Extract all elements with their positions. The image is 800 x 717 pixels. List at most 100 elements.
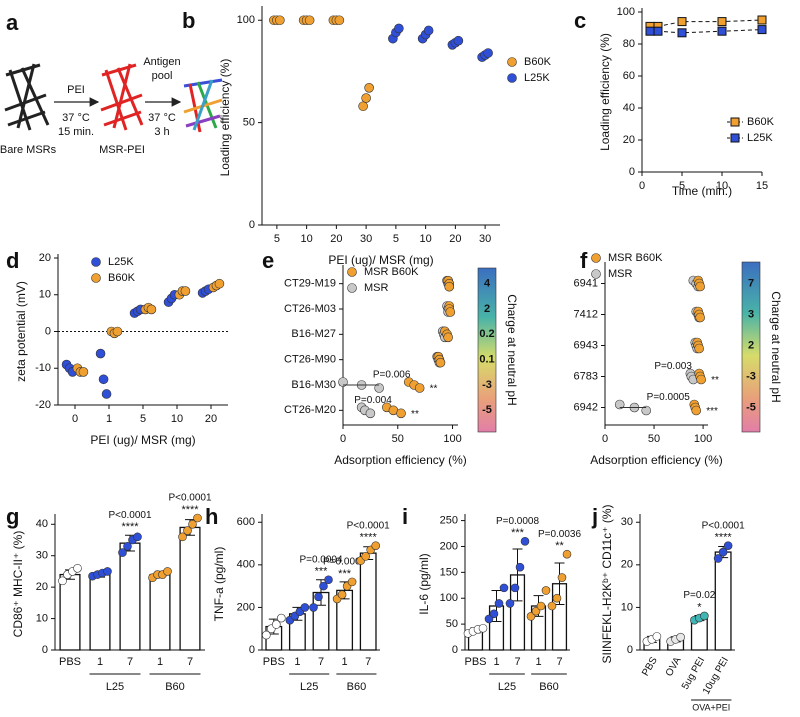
legend-label: L25K (108, 256, 134, 268)
data-point (271, 620, 281, 629)
x-tick-label: OVA (664, 655, 684, 678)
bar (359, 552, 377, 651)
y-tick-label: 200 (237, 601, 255, 613)
colorbar-tick-label: -5 (746, 401, 756, 413)
y-tick-label: 0 (45, 325, 51, 337)
data-point (653, 26, 663, 36)
x-tick-label: 1 (97, 656, 103, 668)
significance: *** (338, 568, 352, 580)
y-tick-label: 6942 (574, 401, 598, 413)
step-label: pool (152, 70, 173, 82)
p-value: P=0.0003 (323, 557, 367, 568)
panel-letter: g (6, 504, 19, 529)
significance: ** (411, 409, 419, 420)
legend-marker (591, 269, 601, 279)
data-point (394, 23, 404, 34)
y-tick-label: 20 (621, 559, 633, 571)
group-label: B60 (165, 681, 185, 693)
y-tick-label: 0 (42, 644, 48, 656)
data-point (414, 383, 425, 393)
y-tick-label: CT26-M03 (284, 303, 336, 315)
bar (179, 526, 201, 651)
x-tick-label: 7 (318, 656, 324, 668)
y-tick-label: 30 (621, 516, 633, 528)
data-point (324, 575, 333, 585)
bar (59, 573, 81, 651)
data-point (695, 281, 705, 292)
colorbar (477, 267, 497, 433)
data-point (361, 552, 371, 561)
data-point (214, 278, 225, 289)
y-tick-label: 600 (237, 516, 255, 528)
x-tick-label: 5 (274, 233, 280, 245)
data-point (696, 374, 706, 385)
data-point (314, 592, 323, 602)
significance: ** (555, 540, 564, 552)
data-point (478, 623, 488, 633)
data-point (645, 26, 655, 36)
y-tick-label: -20 (35, 399, 51, 411)
data-point (133, 532, 142, 542)
x-tick-label: 0 (602, 433, 608, 445)
significance: **** (715, 532, 733, 544)
colorbar-tick-label: -3 (746, 370, 756, 382)
x-tick-label: 0 (639, 180, 645, 192)
data-point (526, 612, 536, 621)
colorbar-tick-label: -5 (482, 404, 492, 416)
y-tick-label: 6941 (574, 277, 598, 289)
data-point (445, 307, 456, 317)
y-axis-title: Loading efficiency (%) (598, 33, 612, 151)
significance: **** (121, 521, 139, 533)
legend-marker (91, 257, 101, 267)
data-point (694, 343, 704, 354)
y-tick-label: 0 (629, 166, 635, 178)
y-tick-label: 0 (627, 644, 633, 656)
x-tick-label: 7 (514, 656, 520, 668)
colorbar-tick-label: -3 (482, 379, 492, 391)
colorbar-tick-label: 2 (748, 339, 754, 351)
colorbar-tick-label: 0.2 (479, 328, 494, 340)
y-tick-label: 7412 (574, 308, 598, 320)
data-point (541, 586, 551, 595)
x-axis-title: Time (min.) (672, 184, 732, 198)
x-tick-label: PBS (263, 656, 285, 668)
data-point (98, 374, 109, 385)
data-point (757, 15, 767, 25)
x-tick-label: 50 (648, 433, 660, 445)
y-tick-label: 200 (440, 540, 458, 552)
y-tick-label: 40 (623, 102, 635, 114)
significance: *** (706, 406, 718, 417)
data-point (347, 577, 357, 587)
x-tick-label: 1 (106, 413, 112, 425)
data-point (396, 408, 406, 419)
p-value: P<0.0001 (702, 520, 746, 531)
y-tick-label: 40 (36, 518, 48, 530)
data-point (78, 367, 89, 377)
data-point (700, 611, 709, 621)
x-tick-label: 30 (479, 233, 491, 245)
data-point (261, 630, 271, 640)
x-tick-label: 20 (330, 233, 342, 245)
legend-marker (507, 73, 517, 83)
data-point (494, 599, 504, 608)
y-tick-label: 50 (446, 618, 458, 630)
data-point (510, 583, 520, 593)
data-point (95, 348, 106, 359)
y-tick-label: 20 (623, 134, 635, 146)
error-bar (512, 548, 523, 602)
bar (119, 542, 141, 651)
p-value: P=0.003 (654, 361, 692, 372)
x-tick-label: 0 (72, 413, 78, 425)
legend-label: B60K (108, 272, 136, 284)
data-point (334, 15, 345, 26)
x-tick-label: 30 (360, 233, 372, 245)
colorbar-tick-label: 2 (484, 303, 490, 315)
data-point (188, 519, 197, 529)
x-tick-label: 1 (294, 656, 300, 668)
panel-letter: d (6, 248, 19, 273)
x-axis-title: Adsorption efficiency (%) (590, 453, 723, 467)
data-point (101, 389, 112, 399)
data-point (275, 15, 285, 26)
significance: * (697, 601, 702, 613)
